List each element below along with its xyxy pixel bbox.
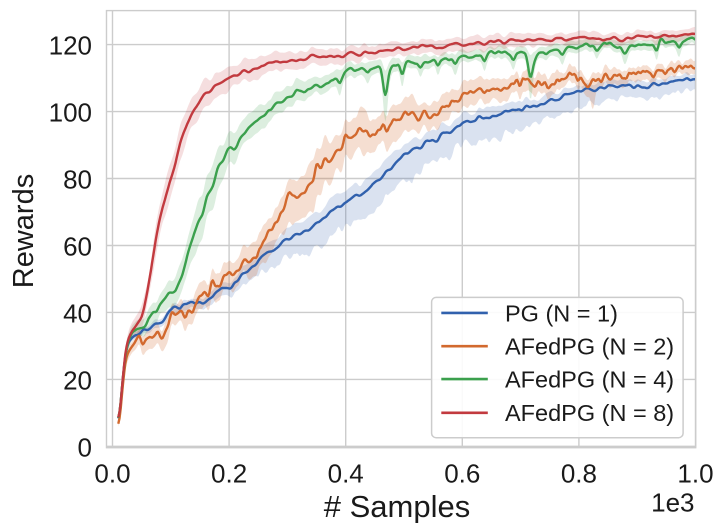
- svg-text:100: 100: [49, 98, 92, 128]
- svg-text:AFedPG (N = 2): AFedPG (N = 2): [505, 334, 674, 360]
- svg-text:1.0: 1.0: [677, 458, 713, 488]
- svg-text:120: 120: [49, 31, 92, 61]
- svg-text:# Samples: # Samples: [324, 489, 470, 523]
- svg-text:AFedPG (N = 4): AFedPG (N = 4): [505, 367, 674, 393]
- svg-text:0.4: 0.4: [328, 458, 364, 488]
- svg-text:80: 80: [63, 165, 92, 195]
- svg-text:0: 0: [78, 432, 92, 462]
- svg-text:0.0: 0.0: [94, 458, 130, 488]
- svg-text:PG (N = 1): PG (N = 1): [505, 300, 618, 326]
- svg-text:20: 20: [63, 365, 92, 395]
- svg-text:60: 60: [63, 232, 92, 262]
- svg-text:Rewards: Rewards: [8, 174, 40, 288]
- svg-text:0.6: 0.6: [444, 458, 480, 488]
- svg-text:1e3: 1e3: [651, 488, 694, 518]
- svg-text:0.8: 0.8: [561, 458, 597, 488]
- svg-text:40: 40: [63, 298, 92, 328]
- svg-text:0.2: 0.2: [211, 458, 247, 488]
- svg-text:AFedPG (N = 8): AFedPG (N = 8): [505, 400, 674, 426]
